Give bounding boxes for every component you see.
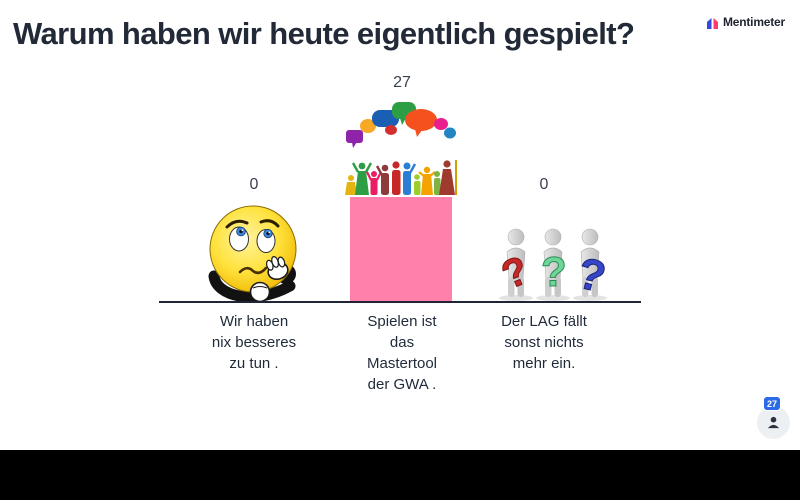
figure-2: ? xyxy=(541,228,567,297)
mentimeter-logo-icon xyxy=(706,17,718,29)
speech-bubbles xyxy=(346,102,456,148)
category-label-2-line: Mastertool xyxy=(366,355,438,372)
thinking-emoji-image xyxy=(208,205,297,303)
participant-circle xyxy=(757,406,790,439)
svg-text:?: ? xyxy=(573,248,610,302)
category-label-3-line: mehr ein. xyxy=(512,355,576,372)
bar-value-label-1: 0 xyxy=(249,176,259,193)
x-axis-line xyxy=(159,301,641,303)
category-label-2: Spielen ist das Mastertool der GWA . xyxy=(322,311,482,395)
crowd-speech-bubbles-image xyxy=(345,102,457,195)
participant-count-badge: 27 xyxy=(763,396,781,411)
svg-text:?: ? xyxy=(496,248,535,298)
category-label-2-line: der GWA . xyxy=(367,376,437,393)
letterbox-bottom xyxy=(0,450,800,500)
category-label-1-line: Wir haben xyxy=(219,313,289,330)
participants-widget[interactable]: 27 xyxy=(755,396,795,440)
svg-text:?: ? xyxy=(541,248,567,295)
crowd-figures xyxy=(345,160,457,195)
question-mark-figures-image: ? ? ? xyxy=(496,228,610,302)
bar-value-label-2: 27 xyxy=(393,74,411,91)
category-label-1-line: nix besseres xyxy=(211,334,297,351)
person-icon xyxy=(767,416,780,429)
category-label-1-line: zu tun . xyxy=(229,355,279,372)
figure-1: ? xyxy=(496,228,535,298)
category-label-2-line: Spielen ist xyxy=(367,313,437,330)
category-label-3-line: Der LAG fällt xyxy=(501,313,587,330)
mentimeter-logo-text: Mentimeter xyxy=(722,15,785,29)
page-title: Warum haben wir heute eigentlich gespiel… xyxy=(13,16,635,51)
category-label-3: Der LAG fällt sonst nichts mehr ein. xyxy=(464,311,624,374)
category-label-3-line: sonst nichts xyxy=(504,334,584,351)
slide: Warum haben wir heute eigentlich gespiel… xyxy=(0,0,800,450)
category-label-1: Wir haben nix besseres zu tun . xyxy=(174,311,334,374)
bar-value-label-3: 0 xyxy=(539,176,549,193)
category-label-2-line: das xyxy=(389,334,415,351)
figure-3: ? xyxy=(572,228,610,302)
bar-option-2 xyxy=(350,197,452,301)
mentimeter-logo: Mentimeter xyxy=(706,15,785,29)
